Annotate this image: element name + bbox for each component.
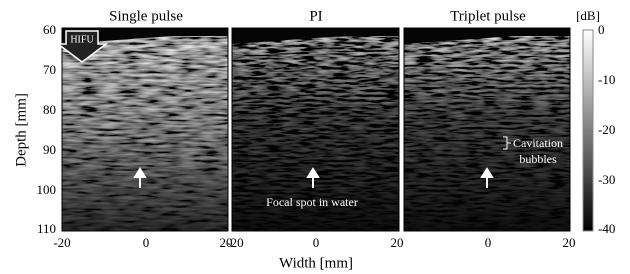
y-tick-label: 100 (37, 182, 57, 197)
y-axis-label: Depth [mm] (13, 93, 29, 167)
x-tick-label: 0 (485, 235, 492, 250)
x-tick-label: 20 (563, 235, 576, 250)
panel-title: Single pulse (109, 8, 183, 24)
annotation: Cavitation (513, 136, 563, 150)
x-tick-label: -20 (53, 235, 70, 250)
x-tick-label: 0 (313, 235, 320, 250)
annotation: Focal spot in water (266, 195, 358, 209)
figure: Single pulse PI Triplet pulse HIFU Focal… (0, 0, 630, 274)
hifu-label: HIFU (70, 34, 94, 45)
x-tick-label: -20 (226, 235, 243, 250)
x-tick-label: 20 (391, 235, 404, 250)
y-tick-label: 110 (37, 221, 56, 236)
y-tick-label: 70 (43, 62, 56, 77)
colorbar-tick: -30 (598, 172, 615, 187)
y-tick-label: 90 (43, 142, 56, 157)
ultrasound-image (404, 36, 570, 231)
y-tick-label: 60 (43, 22, 56, 37)
ultrasound-image (62, 36, 228, 231)
colorbar-tick: 0 (598, 22, 605, 37)
annotation: bubbles (519, 152, 557, 166)
y-tick-label: 80 (43, 102, 56, 117)
colorbar (583, 30, 593, 231)
x-tick-label: 0 (143, 235, 150, 250)
y-ticks: 60 70 80 90 100 110 (37, 22, 57, 236)
colorbar-tick: -10 (598, 72, 615, 87)
panel-title: Triplet pulse (450, 8, 526, 24)
colorbar-tick: -20 (598, 122, 615, 137)
colorbar-tick: -40 (598, 221, 615, 236)
x-axis-label: Width [mm] (279, 255, 353, 271)
colorbar-unit: [dB] (576, 8, 600, 23)
panel-title: PI (309, 8, 322, 24)
